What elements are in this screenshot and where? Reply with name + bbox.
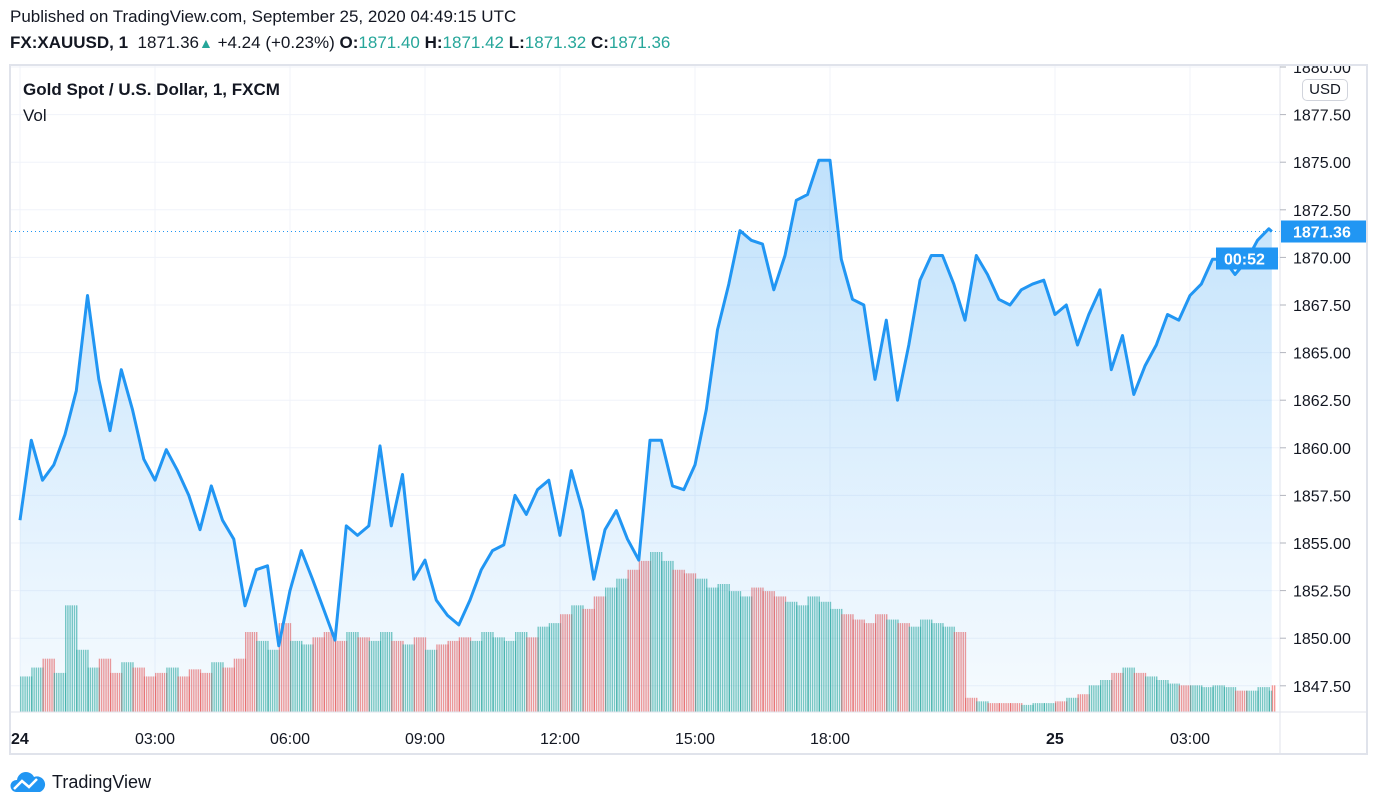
price-tick-label: 1880.00 xyxy=(1293,60,1351,77)
triangle-up-icon: ▲ xyxy=(198,35,213,51)
price-tick-label: 1862.50 xyxy=(1293,393,1351,410)
price-tick-label: 1870.00 xyxy=(1293,250,1351,267)
time-tick-label: 25 xyxy=(1046,731,1064,748)
price-tick-label: 1847.50 xyxy=(1293,679,1351,696)
low-value: 1871.32 xyxy=(524,33,587,52)
time-tick-label: 09:00 xyxy=(405,731,445,748)
close-value-label: C: xyxy=(590,33,609,52)
price-tick-label: 1852.50 xyxy=(1293,584,1351,601)
price-tick-label: 1865.00 xyxy=(1293,346,1351,363)
price-tick-label: 1855.00 xyxy=(1293,536,1351,553)
time-tick-label: 03:00 xyxy=(135,731,175,748)
time-tick-label: 15:00 xyxy=(675,731,715,748)
symbol: FX:XAUUSD, 1 xyxy=(10,33,129,52)
price-axis: 1847.50 1850.00 1852.50 1855.00 1857.50 1860.… xyxy=(1280,60,1351,696)
price-tick-label: 1857.50 xyxy=(1293,488,1351,505)
time-tick-label: 03:00 xyxy=(1170,731,1210,748)
time-tick-label: 12:00 xyxy=(540,731,580,748)
time-tick-label: 18:00 xyxy=(810,731,850,748)
volume-indicator-label[interactable]: Vol xyxy=(23,106,47,125)
last-price-text: 1871.36 xyxy=(1293,225,1351,242)
countdown-text: 00:52 xyxy=(1224,252,1265,269)
pane-title: Gold Spot / U.S. Dollar, 1, FXCM xyxy=(23,80,280,99)
volume-bar xyxy=(1273,685,1276,712)
high-value: 1871.42 xyxy=(442,33,504,52)
time-tick-label: 24 xyxy=(11,731,29,748)
price-line xyxy=(18,158,1273,648)
price-tick-label: 1872.50 xyxy=(1293,203,1351,220)
price-tick-label: 1875.00 xyxy=(1293,155,1351,172)
tradingview-logo[interactable]: TradingView xyxy=(10,771,151,793)
volume-bar xyxy=(1271,685,1274,712)
open-value: 1871.40 xyxy=(358,33,420,52)
price-tick-label: 1877.50 xyxy=(1293,108,1351,125)
time-axis: 24 03:00 06:00 09:00 12:00 15:00 18:00 25 03:00 xyxy=(11,731,1210,748)
close-value: 1871.36 xyxy=(608,33,671,52)
price-tick-label: 1867.50 xyxy=(1293,298,1351,315)
symbol-legend: FX:XAUUSD, 1 1871.36▲ +4.24 (+0.23%) O:1… xyxy=(10,33,670,53)
low-label: L: xyxy=(508,33,525,52)
time-tick-label: 06:00 xyxy=(270,731,310,748)
brand-name: TradingView xyxy=(52,771,152,792)
published-note: Published on TradingView.com, September … xyxy=(10,7,517,26)
last-price: 1871.36 xyxy=(137,33,199,52)
price-change: +4.24 (+0.23%) xyxy=(217,33,335,52)
open-label: O: xyxy=(339,33,359,52)
high-label: H: xyxy=(424,33,443,52)
price-tick-label: 1860.00 xyxy=(1293,441,1351,458)
currency-button[interactable]: USD xyxy=(1302,79,1348,101)
price-area xyxy=(20,160,1272,712)
chart-frame xyxy=(9,64,1368,755)
price-tick-label: 1850.00 xyxy=(1293,631,1351,648)
last-price-label: 1871.36 00:52 xyxy=(1216,220,1368,270)
cloud-chart-icon xyxy=(10,772,46,792)
